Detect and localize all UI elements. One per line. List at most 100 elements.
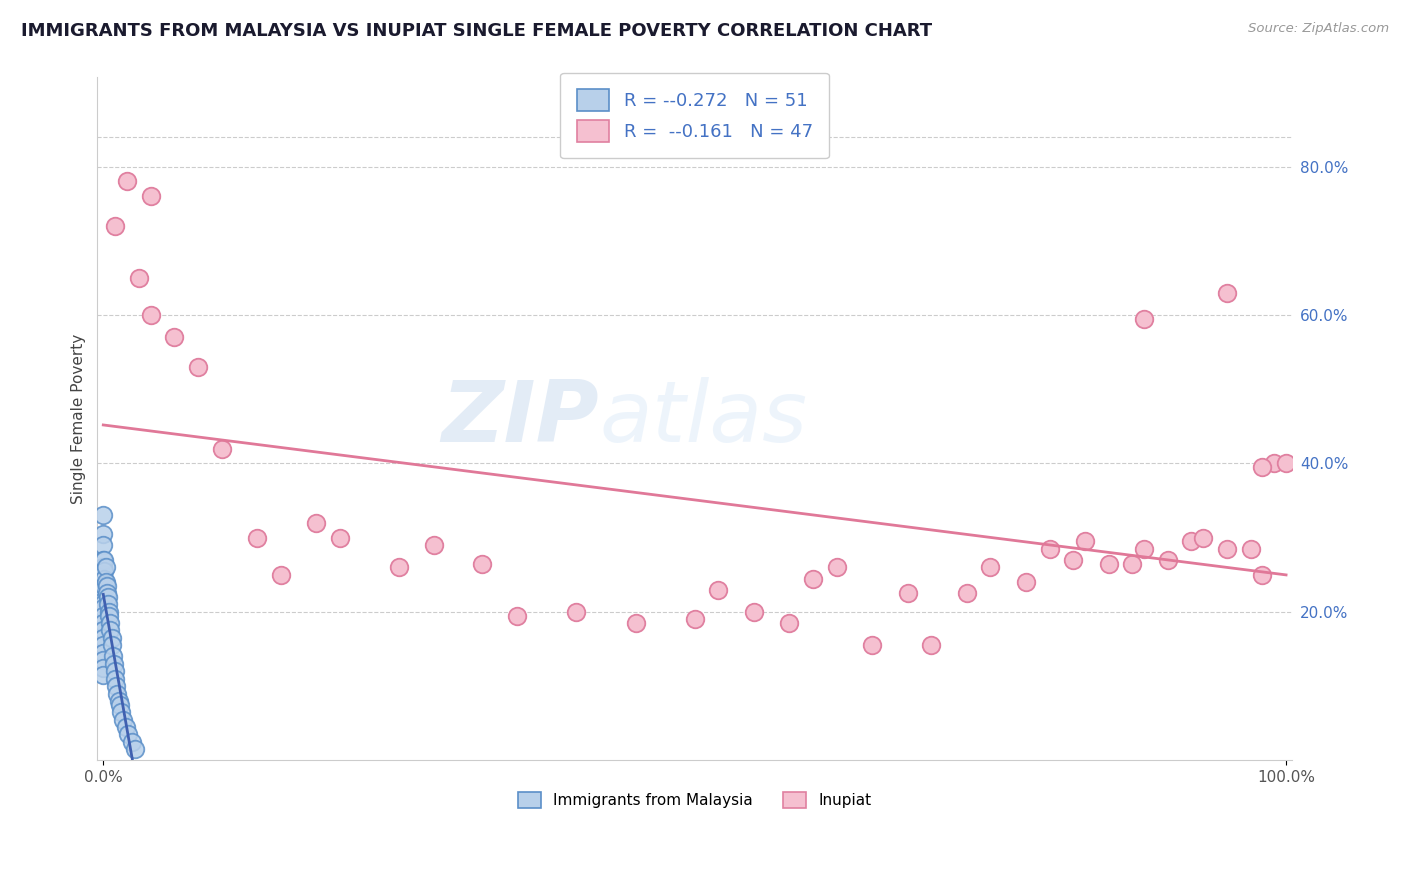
Point xyxy=(104,672,127,686)
Point xyxy=(107,694,129,708)
Point xyxy=(1180,534,1202,549)
Point xyxy=(97,590,120,604)
Point xyxy=(801,572,824,586)
Text: ZIP: ZIP xyxy=(441,377,599,460)
Point xyxy=(91,594,114,608)
Point xyxy=(305,516,328,530)
Point xyxy=(1216,285,1239,300)
Point xyxy=(920,638,942,652)
Point xyxy=(91,668,114,682)
Point xyxy=(423,538,446,552)
Point xyxy=(1098,557,1121,571)
Point xyxy=(1133,311,1156,326)
Point xyxy=(91,624,114,638)
Point xyxy=(96,586,118,600)
Point xyxy=(211,442,233,456)
Point xyxy=(1038,541,1060,556)
Point xyxy=(91,601,114,615)
Point xyxy=(98,608,121,623)
Point xyxy=(825,560,848,574)
Point xyxy=(1157,553,1180,567)
Point xyxy=(979,560,1001,574)
Point xyxy=(707,582,730,597)
Point xyxy=(108,698,131,712)
Point xyxy=(91,660,114,674)
Point xyxy=(139,308,162,322)
Point xyxy=(98,605,121,619)
Point xyxy=(1062,553,1084,567)
Point xyxy=(114,720,136,734)
Point xyxy=(107,687,129,701)
Point xyxy=(1263,457,1285,471)
Point xyxy=(110,705,132,719)
Point xyxy=(778,615,800,630)
Point xyxy=(860,638,883,652)
Point xyxy=(1251,460,1274,475)
Point xyxy=(91,646,114,660)
Text: IMMIGRANTS FROM MALAYSIA VS INUPIAT SINGLE FEMALE POVERTY CORRELATION CHART: IMMIGRANTS FROM MALAYSIA VS INUPIAT SING… xyxy=(21,22,932,40)
Point xyxy=(94,575,117,590)
Point xyxy=(1074,534,1097,549)
Point xyxy=(565,605,588,619)
Point xyxy=(187,359,209,374)
Point xyxy=(101,649,124,664)
Point xyxy=(91,575,114,590)
Point xyxy=(1239,541,1261,556)
Text: atlas: atlas xyxy=(599,377,807,460)
Text: Source: ZipAtlas.com: Source: ZipAtlas.com xyxy=(1249,22,1389,36)
Point xyxy=(97,598,120,612)
Point xyxy=(91,631,114,645)
Point xyxy=(388,560,411,574)
Point xyxy=(897,586,920,600)
Point xyxy=(163,330,186,344)
Point xyxy=(112,713,135,727)
Point xyxy=(1275,457,1298,471)
Point xyxy=(98,615,121,630)
Point xyxy=(329,531,352,545)
Point xyxy=(1133,541,1156,556)
Point xyxy=(1192,531,1215,545)
Point xyxy=(91,586,114,600)
Point xyxy=(270,567,292,582)
Point xyxy=(471,557,494,571)
Point xyxy=(121,735,143,749)
Point xyxy=(1216,541,1239,556)
Point xyxy=(93,553,115,567)
Point xyxy=(93,579,115,593)
Point xyxy=(91,553,114,567)
Point xyxy=(124,742,146,756)
Point xyxy=(91,582,114,597)
Point xyxy=(103,657,125,671)
Point xyxy=(1251,567,1274,582)
Point xyxy=(91,508,114,523)
Point xyxy=(105,679,128,693)
Point xyxy=(93,564,115,578)
Point xyxy=(683,612,706,626)
Point xyxy=(115,174,138,188)
Point xyxy=(94,560,117,574)
Point xyxy=(91,538,114,552)
Y-axis label: Single Female Poverty: Single Female Poverty xyxy=(72,334,86,504)
Point xyxy=(128,271,150,285)
Point xyxy=(91,567,114,582)
Point xyxy=(624,615,647,630)
Point xyxy=(91,653,114,667)
Point xyxy=(98,624,121,638)
Point xyxy=(104,219,127,233)
Point xyxy=(91,560,114,574)
Point xyxy=(742,605,765,619)
Point xyxy=(139,189,162,203)
Point xyxy=(1121,557,1143,571)
Point xyxy=(104,665,127,679)
Point xyxy=(506,608,529,623)
Point xyxy=(91,608,114,623)
Point xyxy=(93,572,115,586)
Point xyxy=(91,527,114,541)
Point xyxy=(100,631,122,645)
Point xyxy=(1015,575,1038,590)
Point xyxy=(91,615,114,630)
Point xyxy=(91,598,114,612)
Legend: Immigrants from Malaysia, Inupiat: Immigrants from Malaysia, Inupiat xyxy=(512,786,877,814)
Point xyxy=(100,638,122,652)
Point xyxy=(91,638,114,652)
